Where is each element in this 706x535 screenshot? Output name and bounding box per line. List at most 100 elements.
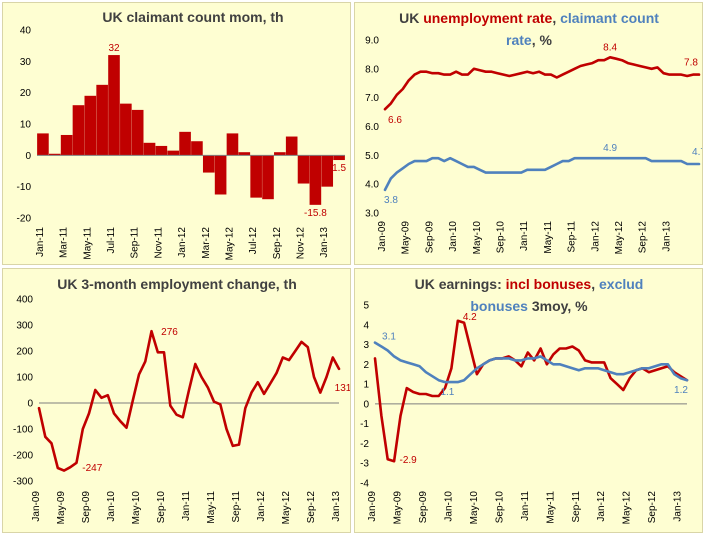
x-tick-label: Sep-10 <box>494 491 505 524</box>
x-tick-label: Jan-10 <box>443 491 454 522</box>
y-tick-label: 3.0 <box>365 209 379 220</box>
bar <box>321 155 334 187</box>
bar <box>84 95 97 156</box>
earnings-chart: UK earnings: incl bonuses, exclud bonuses… <box>360 276 688 525</box>
y-tick-label: 3 <box>363 340 369 351</box>
y-tick-label: -20 <box>17 214 32 225</box>
y-tick-label: 20 <box>20 88 32 99</box>
data-label: 1.2 <box>674 385 688 396</box>
x-tick-label: Jan-13 <box>319 227 330 258</box>
series-line-red <box>37 329 341 472</box>
y-tick-label: 400 <box>16 295 33 306</box>
y-tick-label: 5.0 <box>365 151 379 162</box>
x-tick-label: May-12 <box>281 491 292 525</box>
x-tick-label: May-11 <box>82 227 93 260</box>
chart-title-line-1: UK earnings: incl bonuses, exclud <box>415 276 644 292</box>
y-tick-label: -300 <box>13 477 33 488</box>
data-label: 32 <box>108 43 120 54</box>
y-tick-label: 6.0 <box>365 122 379 133</box>
y-tick-label: 4.0 <box>365 180 379 191</box>
claimant-count-chart-panel: UK claimant count mom, th -20 -10 0 10 20 30 40… <box>2 2 351 265</box>
bar <box>167 150 180 156</box>
data-label: -15.8 <box>304 208 327 219</box>
bar <box>60 134 73 156</box>
x-tick-label: Jan-12 <box>596 491 607 522</box>
x-tick-label: Jan-13 <box>661 221 672 252</box>
x-tick-label: Jan-13 <box>673 491 684 522</box>
bar <box>250 155 262 198</box>
x-tick-label: Sep-10 <box>156 491 167 524</box>
series-line-blue <box>383 156 701 192</box>
unemployment-rate-chart: UK unemployment rate, claimant count rate… <box>365 10 703 255</box>
x-tick-label: May-10 <box>131 491 142 525</box>
unemployment-rate-chart-panel: UK unemployment rate, claimant count rate… <box>354 2 703 265</box>
x-tick-label: May-10 <box>469 491 480 525</box>
x-tick-label: May-09 <box>392 491 403 525</box>
x-tick-label: Jan-09 <box>377 221 388 252</box>
chart-title-segment: bonuses <box>470 298 528 314</box>
data-label: 1.5 <box>332 163 346 174</box>
x-tick-label: Sep-12 <box>272 227 283 260</box>
y-tick-label: 0 <box>363 399 369 410</box>
data-label: 3.8 <box>384 195 398 206</box>
data-label: 3.1 <box>382 332 396 343</box>
bar <box>72 105 85 156</box>
bar <box>191 141 203 156</box>
x-tick-label: Sep-12 <box>638 221 649 254</box>
data-label: 131 <box>335 383 351 394</box>
bar <box>37 133 49 156</box>
y-tick-label: 7.0 <box>365 93 379 104</box>
y-tick-label: 2 <box>363 360 369 371</box>
y-tick-label: 8.0 <box>365 64 379 75</box>
bar <box>131 109 144 156</box>
bar <box>108 55 120 156</box>
x-tick-label: Sep-11 <box>231 491 242 523</box>
x-tick-label: Jan-11 <box>181 491 192 521</box>
y-tick-label: 10 <box>20 120 32 131</box>
bar <box>202 155 215 173</box>
chart-title-segment: rate <box>506 32 532 48</box>
x-tick-label: Jan-13 <box>331 491 342 522</box>
x-tick-label: May-11 <box>206 491 217 524</box>
data-label: 4.7 <box>692 147 703 158</box>
chart-title-segment: 3moy, % <box>528 298 588 314</box>
bar <box>309 155 322 205</box>
x-tick-label: Sep-09 <box>418 491 429 524</box>
bar <box>238 152 251 156</box>
y-tick-label: 300 <box>16 321 33 332</box>
y-tick-label: 5 <box>363 301 369 312</box>
bar <box>226 133 239 156</box>
chart-title-segment: UK earnings: <box>415 276 506 292</box>
x-tick-label: May-11 <box>545 491 556 524</box>
bar <box>297 155 310 184</box>
x-tick-label: Jan-11 <box>519 221 530 251</box>
bar <box>274 152 286 156</box>
x-tick-label: May-12 <box>622 491 633 525</box>
y-tick-label: 1 <box>363 380 369 391</box>
x-tick-label: Sep-11 <box>571 491 582 523</box>
y-tick-label: -4 <box>360 479 369 490</box>
data-label: 276 <box>161 327 178 338</box>
data-label: 4.9 <box>603 143 617 154</box>
x-tick-label: Jan-12 <box>256 491 267 522</box>
x-tick-label: Jan-12 <box>590 221 601 252</box>
x-tick-label: Sep-09 <box>81 491 92 524</box>
bar <box>285 136 298 156</box>
y-tick-label: -3 <box>360 459 369 470</box>
x-tick-label: May-10 <box>472 221 483 255</box>
data-label: 6.6 <box>388 115 402 126</box>
bar <box>179 131 191 156</box>
x-tick-label: May-09 <box>56 491 67 525</box>
data-label: 7.8 <box>684 58 698 69</box>
claimant-count-chart: UK claimant count mom, th -20 -10 0 10 20 30 40… <box>17 9 347 260</box>
x-tick-label: Sep-12 <box>306 491 317 524</box>
x-tick-label: Mar-11 <box>59 227 70 258</box>
chart-title-segment: , <box>591 276 599 292</box>
x-tick-label: Jan-11 <box>35 227 46 257</box>
x-tick-label: Sep-11 <box>130 227 141 259</box>
y-tick-label: 100 <box>16 373 33 384</box>
x-tick-label: Jan-12 <box>177 227 188 258</box>
y-tick-label: -100 <box>13 425 33 436</box>
bar <box>48 153 61 156</box>
bar <box>333 155 345 161</box>
